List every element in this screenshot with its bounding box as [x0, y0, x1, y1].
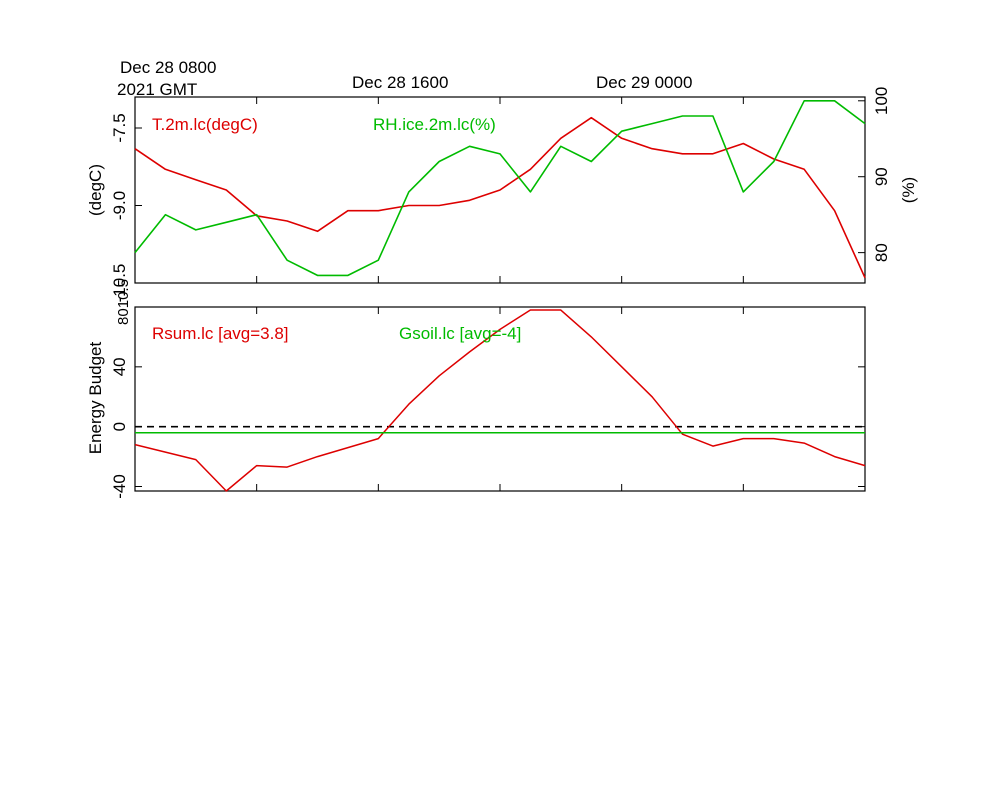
legend-temperature: T.2m.lc(degC)	[152, 115, 258, 134]
humidity-line	[134, 100, 866, 277]
top-panel: -7.5 -9.0 -10.5 100 90 80 Dec 28 0800 2021 GM…	[86, 58, 918, 302]
bottom-y-ticks: 40 0 -40	[110, 306, 865, 499]
left-y-tick-label: -7.5	[110, 113, 129, 142]
top-left-axis-label: (degC)	[86, 164, 105, 216]
rsum-line	[134, 309, 866, 492]
time-tick-label-3: Dec 29 0000	[596, 73, 692, 92]
time-tick-label-2: Dec 28 1600	[352, 73, 448, 92]
bottom-panel: 40 0 -40 Energy Budget 8010.5 Rsum.lc [avg…	[86, 279, 866, 499]
top-x-ticks	[134, 97, 866, 283]
left-y-tick-label: -9.0	[110, 191, 129, 220]
bottom-y-axis-label: Energy Budget	[86, 341, 105, 454]
bottom-series-group	[134, 309, 866, 492]
top-series-group	[134, 100, 866, 279]
right-y-tick-label: 100	[872, 87, 891, 115]
temperature-line	[134, 116, 866, 279]
legend-relative-humidity: RH.ice.2m.lc(%)	[373, 115, 496, 134]
top-y-ticks: -7.5 -9.0 -10.5 100 90 80	[110, 87, 891, 303]
left-y-tick-label: -10.5	[110, 264, 129, 303]
legend-gsoil: Gsoil.lc [avg=-4]	[399, 324, 521, 343]
y-tick-label: 0	[110, 422, 129, 431]
time-tick-label-1b: 2021 GMT	[117, 80, 197, 99]
bottom-corner-label: 8010.5	[115, 279, 132, 325]
top-right-axis-label: (%)	[899, 177, 918, 203]
time-tick-label-1a: Dec 28 0800	[120, 58, 216, 77]
right-y-tick-label: 80	[872, 243, 891, 262]
legend-rsum: Rsum.lc [avg=3.8]	[152, 324, 289, 343]
y-tick-label: -40	[110, 474, 129, 499]
right-y-tick-label: 90	[872, 167, 891, 186]
y-tick-label: 40	[110, 357, 129, 376]
bottom-x-ticks	[134, 307, 866, 491]
